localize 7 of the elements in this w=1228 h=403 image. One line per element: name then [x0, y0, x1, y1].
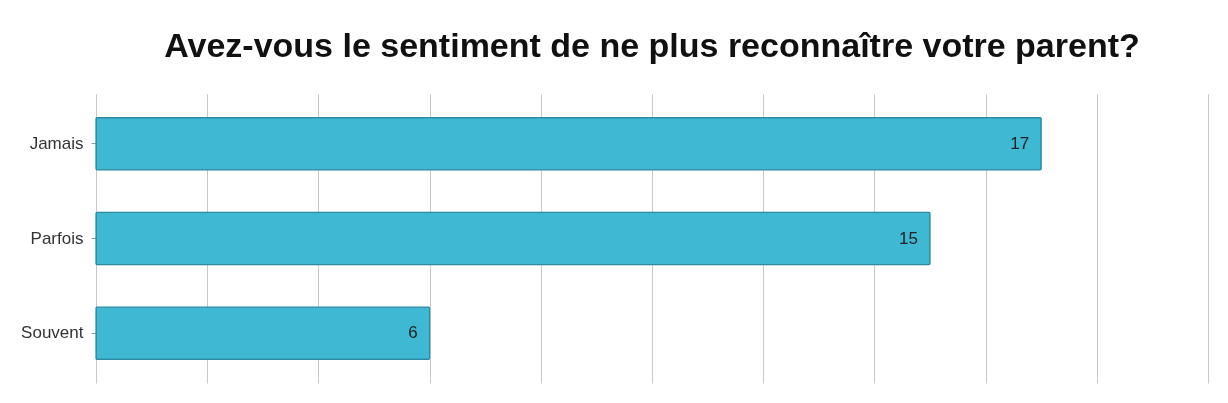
y-tick-label: Souvent — [21, 323, 84, 343]
chart-title: Avez-vous le sentiment de ne plus reconnaître votre parent? — [164, 26, 1140, 64]
data-label: 15 — [899, 228, 918, 248]
data-label: 17 — [1010, 133, 1030, 153]
y-tick-label: Jamais — [29, 133, 84, 153]
y-tick-label: Parfois — [30, 228, 84, 248]
data-label: 6 — [408, 323, 418, 343]
